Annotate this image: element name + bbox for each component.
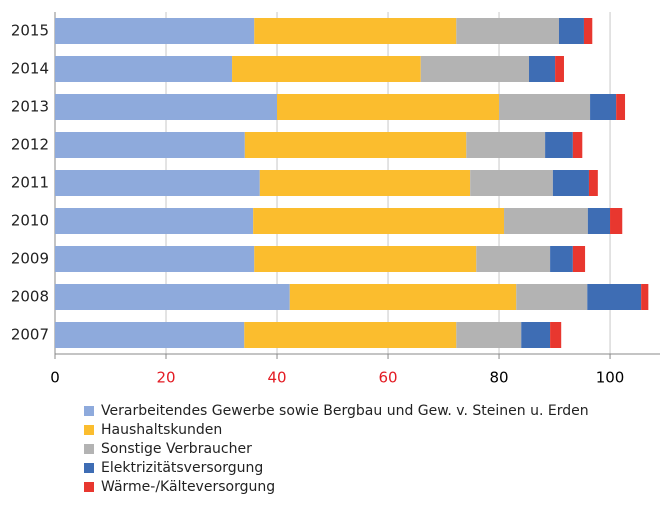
bar-segment xyxy=(420,56,530,82)
bar-segment xyxy=(55,170,260,196)
bar-segment xyxy=(499,94,591,120)
bar-segment xyxy=(587,284,642,310)
bar-segment xyxy=(55,56,233,82)
bar-segment xyxy=(259,170,471,196)
legend-swatch xyxy=(84,425,94,435)
bar-segment xyxy=(456,18,559,44)
bar-segment xyxy=(550,322,562,348)
y-tick-label: 2013 xyxy=(11,98,49,116)
bar-segment xyxy=(277,94,500,120)
bar-segment xyxy=(244,322,457,348)
bar-segment xyxy=(55,284,290,310)
bar-segment xyxy=(55,94,278,120)
bar-segment xyxy=(545,132,573,158)
y-tick-label: 2008 xyxy=(11,288,49,306)
legend-swatch xyxy=(84,463,94,473)
bar-segment xyxy=(610,208,623,234)
bar-segment xyxy=(254,246,477,272)
legend-label: Verarbeitendes Gewerbe sowie Bergbau und… xyxy=(101,403,589,419)
legend-swatch xyxy=(84,444,94,454)
bar-segment xyxy=(641,284,649,310)
x-tick-label: 80 xyxy=(489,369,508,387)
bar-segment xyxy=(456,322,522,348)
bar-segment xyxy=(504,208,588,234)
bar-segment xyxy=(470,170,553,196)
y-tick-label: 2014 xyxy=(11,60,49,78)
legend-swatch xyxy=(84,482,94,492)
legend-label: Elektrizitätsversorgung xyxy=(101,460,263,476)
bar-segment xyxy=(232,56,421,82)
x-tick-label: 40 xyxy=(267,369,286,387)
bar-segment xyxy=(55,132,245,158)
bar-segment xyxy=(55,208,254,234)
x-tick-label: 0 xyxy=(50,369,60,387)
bar-segment xyxy=(588,170,598,196)
bar-segment xyxy=(476,246,551,272)
bar-segment xyxy=(521,322,551,348)
bar-segment xyxy=(572,246,586,272)
bar-segment xyxy=(587,208,611,234)
bar-segment xyxy=(572,132,583,158)
x-tick-label: 60 xyxy=(378,369,397,387)
legend-label: Haushaltskunden xyxy=(101,422,222,438)
bar-segment xyxy=(253,208,505,234)
bar-segment xyxy=(616,94,626,120)
y-tick-label: 2007 xyxy=(11,326,49,344)
bar-segment xyxy=(254,18,457,44)
y-tick-label: 2015 xyxy=(11,22,49,40)
bar-segment xyxy=(529,56,556,82)
bar-segment xyxy=(583,18,593,44)
y-tick-label: 2009 xyxy=(11,250,49,268)
y-tick-label: 2011 xyxy=(11,174,49,192)
bar-segment xyxy=(55,18,255,44)
bar-segment xyxy=(590,94,617,120)
bar-segment xyxy=(244,132,467,158)
bar-segment xyxy=(555,56,564,82)
bar-segment xyxy=(550,246,573,272)
bar-segment xyxy=(552,170,589,196)
bar-segment xyxy=(55,322,245,348)
bar-segment xyxy=(466,132,546,158)
legend-label: Wärme-/Kälteversorgung xyxy=(101,479,275,495)
y-tick-label: 2012 xyxy=(11,136,49,154)
bar-segment xyxy=(516,284,588,310)
legend-swatch xyxy=(84,406,94,416)
x-tick-label: 100 xyxy=(596,369,625,387)
legend-label: Sonstige Verbraucher xyxy=(101,441,252,457)
bar-segment xyxy=(55,246,255,272)
y-tick-label: 2010 xyxy=(11,212,49,230)
bar-segment xyxy=(558,18,584,44)
x-tick-label: 20 xyxy=(156,369,175,387)
bar-segment xyxy=(289,284,517,310)
